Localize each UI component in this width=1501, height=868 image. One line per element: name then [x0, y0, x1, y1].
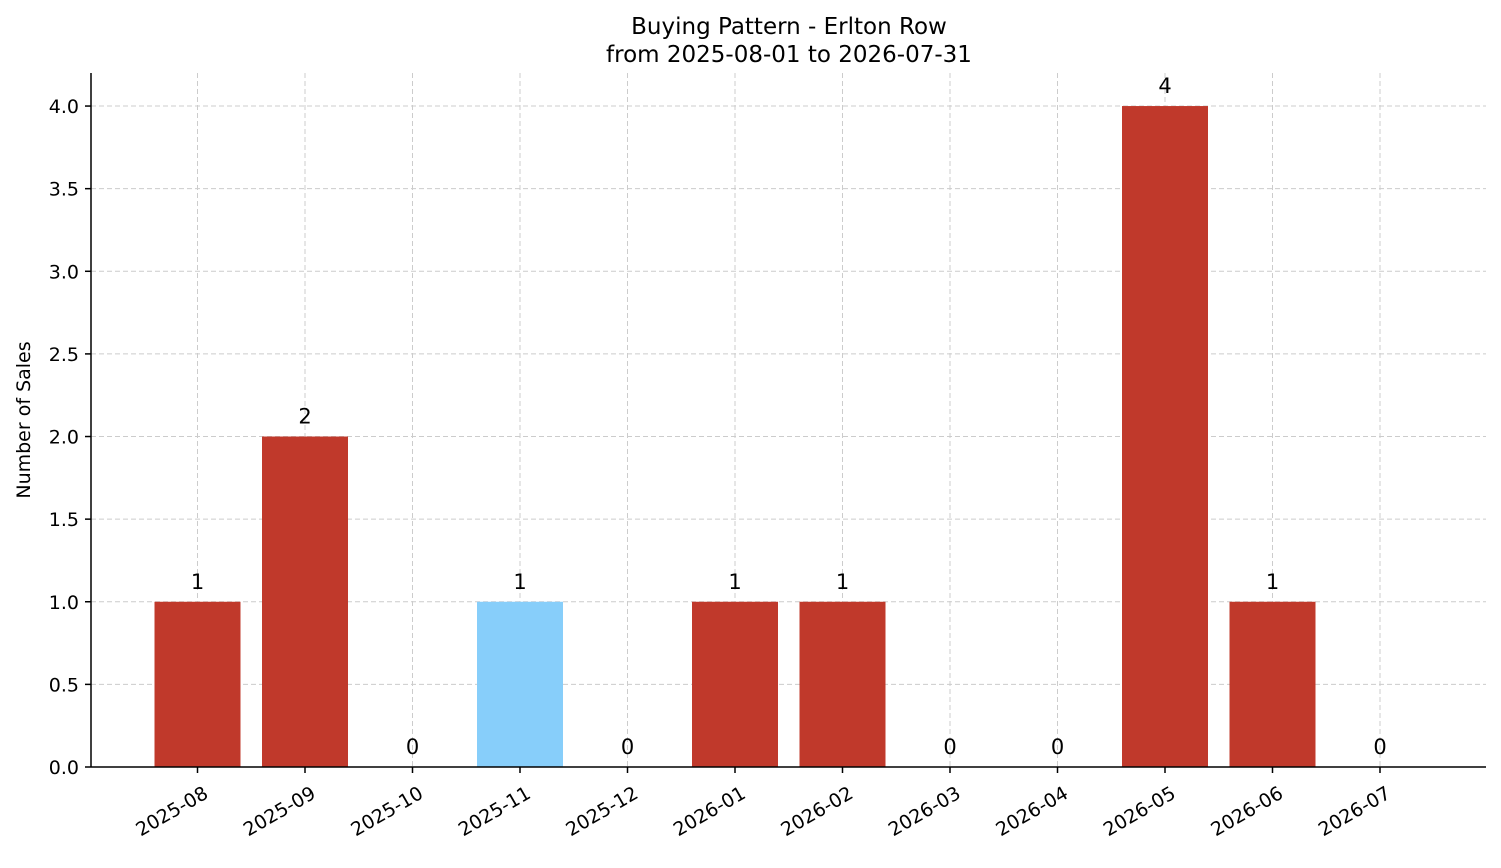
bar-2026-02 — [799, 601, 886, 767]
x-tick-label-2025-12: 2025-12 — [562, 782, 642, 841]
data-label-2026-02: 1 — [836, 570, 849, 594]
bar-2025-09 — [262, 436, 348, 767]
y-tick-label: 0.5 — [49, 674, 79, 696]
x-tick-label-2026-03: 2026-03 — [885, 782, 965, 841]
y-tick-label: 3.5 — [49, 179, 79, 201]
x-tick-label-2026-01: 2026-01 — [670, 782, 750, 841]
x-tick-label-2025-08: 2025-08 — [132, 782, 212, 841]
y-tick-label: 2.0 — [49, 427, 79, 449]
chart-title: Buying Pattern - Erlton Row — [631, 14, 947, 40]
bar-2026-06 — [1229, 601, 1316, 767]
y-tick-layer: 0.0 0.5 1.0 1.5 2.0 2.5 3.0 3.5 4.0 — [49, 96, 91, 779]
bar-2025-08 — [154, 601, 241, 767]
data-label-2025-12: 0 — [621, 735, 634, 759]
data-label-2026-04: 0 — [1051, 735, 1064, 759]
x-tick-label-2026-04: 2026-04 — [992, 782, 1072, 841]
data-label-2026-03: 0 — [943, 735, 956, 759]
grid-layer — [91, 73, 1486, 768]
y-tick-label: 1.0 — [49, 592, 79, 614]
x-tick-label-2026-07: 2026-07 — [1315, 782, 1395, 841]
x-tick-label-2025-11: 2025-11 — [455, 782, 535, 841]
chart-subtitle: from 2025-08-01 to 2026-07-31 — [606, 42, 972, 68]
x-tick-label-2025-09: 2025-09 — [240, 782, 320, 841]
x-tick-label-2026-02: 2026-02 — [777, 782, 857, 841]
x-tick-label-2026-05: 2026-05 — [1100, 782, 1180, 841]
data-label-2026-06: 1 — [1266, 570, 1279, 594]
x-tick-layer: 2025-08 2025-09 2025-10 2025-11 2025-12 2026-… — [132, 767, 1395, 841]
data-label-2026-05: 4 — [1158, 74, 1171, 98]
y-tick-label: 2.5 — [49, 344, 79, 366]
x-tick-label-2025-10: 2025-10 — [347, 782, 427, 841]
data-label-2026-07: 0 — [1373, 735, 1386, 759]
y-tick-label: 4.0 — [49, 96, 79, 118]
y-tick-label: 0.0 — [49, 757, 79, 779]
bar-2026-01 — [692, 601, 778, 767]
bar-layer — [154, 106, 1316, 768]
y-axis-label: Number of Sales — [13, 341, 35, 498]
data-label-2025-09: 2 — [298, 405, 311, 429]
data-label-2025-11: 1 — [513, 570, 526, 594]
x-tick-label-2026-06: 2026-06 — [1207, 782, 1287, 841]
data-label-layer: 1 2 0 1 0 1 1 0 0 4 1 0 — [191, 74, 1387, 759]
data-label-2025-08: 1 — [191, 570, 204, 594]
bar-2026-05 — [1122, 106, 1208, 768]
y-tick-label: 3.0 — [49, 261, 79, 283]
data-label-2025-10: 0 — [406, 735, 419, 759]
data-label-2026-01: 1 — [728, 570, 741, 594]
bar-2025-11 — [477, 601, 563, 767]
y-tick-label: 1.5 — [49, 509, 79, 531]
